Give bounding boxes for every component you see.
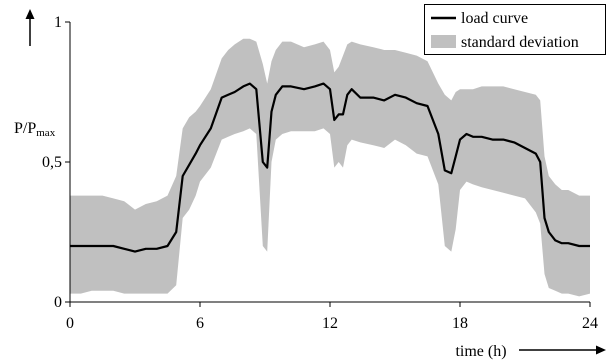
x-tick-label: 12 [322, 315, 338, 332]
standard-deviation-band [70, 38, 590, 297]
y-axis-label-main: P/P [14, 120, 36, 137]
y-axis-label-subscript: max [36, 127, 55, 139]
y-axis-arrow [25, 9, 35, 46]
axes: 0 6 12 18 24 00,51 [42, 14, 598, 332]
x-tick-label: 6 [196, 315, 204, 332]
plot-area [70, 38, 590, 297]
y-ticks: 00,51 [42, 14, 70, 311]
x-tick-label: 0 [66, 315, 74, 332]
x-axis-label: time (h) [455, 343, 506, 360]
y-tick-label: 1 [54, 14, 62, 31]
legend-label-standard-deviation: standard deviation [461, 34, 579, 51]
x-tick-label: 24 [582, 315, 598, 332]
x-axis-arrow [519, 345, 606, 355]
x-ticks: 0 6 12 18 24 [66, 302, 598, 332]
y-tick-label: 0,5 [42, 154, 62, 171]
legend: load curve standard deviation [424, 4, 606, 55]
x-tick-label: 18 [452, 315, 468, 332]
y-tick-label: 0 [54, 294, 62, 311]
y-axis-label: P/Pmax [14, 120, 56, 139]
legend-swatch-standard-deviation [431, 35, 456, 48]
legend-label-load-curve: load curve [461, 10, 528, 27]
load-curve-line [70, 82, 590, 253]
